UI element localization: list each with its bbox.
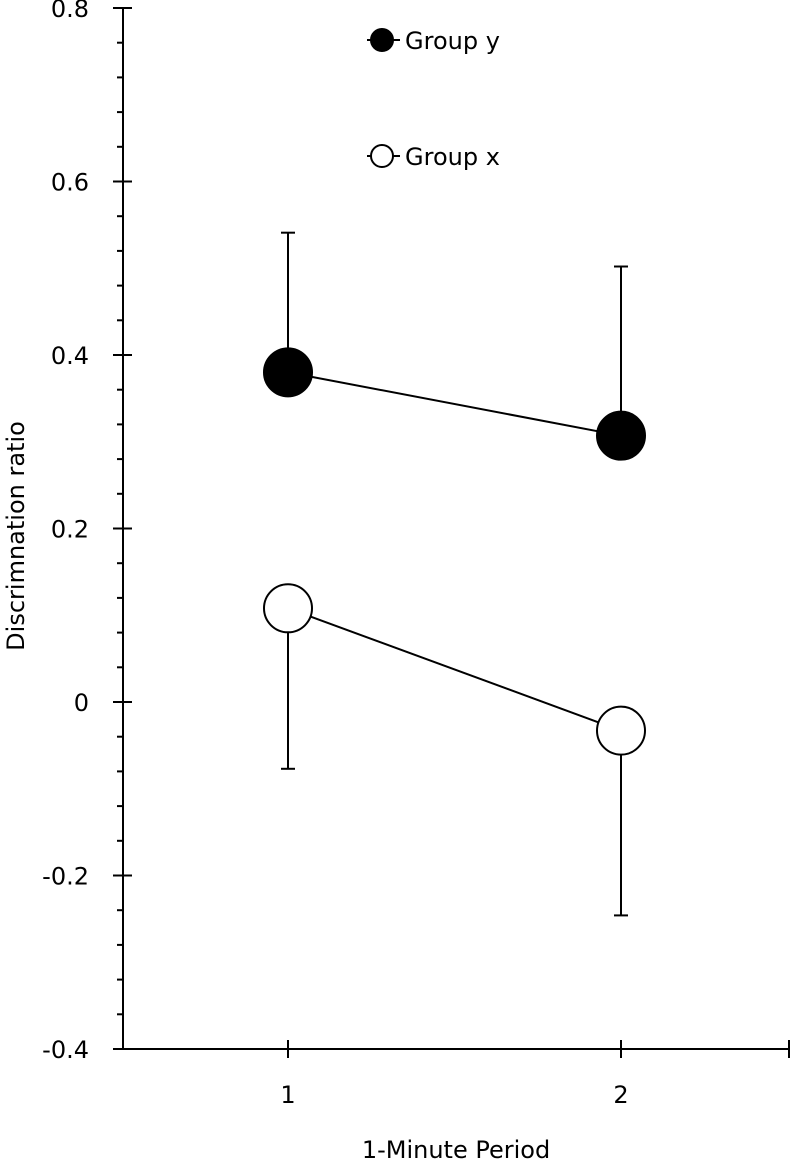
x-tick-label: 1 [280,1081,295,1109]
legend-marker [370,144,394,168]
data-point [263,583,313,634]
y-tick-label: 0.8 [51,0,89,23]
y-axis-title: Discrimnation ratio [2,421,30,651]
x-axis-title: 1-Minute Period [362,1136,550,1164]
series-line [287,371,622,437]
series-layer [263,231,646,917]
series-group-x [263,583,646,917]
legend-label: Group x [405,143,500,171]
data-point [596,705,646,756]
legend-marker [370,28,394,52]
y-tick-label: 0.6 [51,169,89,197]
y-tick-label: 0.4 [51,342,89,370]
y-tick-label: 0.2 [51,516,89,544]
data-point [263,347,313,398]
x-tick-label: 2 [613,1081,628,1109]
y-tick-label: -0.4 [42,1036,89,1064]
series-line [287,607,622,732]
y-ticks: -0.4 -0.2 0 0.2 0.4 0.6 0.8 [42,0,132,1064]
legend-label: Group y [405,27,500,55]
data-point [596,410,646,461]
y-tick-label: -0.2 [42,863,89,891]
series-group-y [263,231,646,461]
legend: Group y Group x [367,27,500,171]
y-tick-label: 0 [74,689,89,717]
